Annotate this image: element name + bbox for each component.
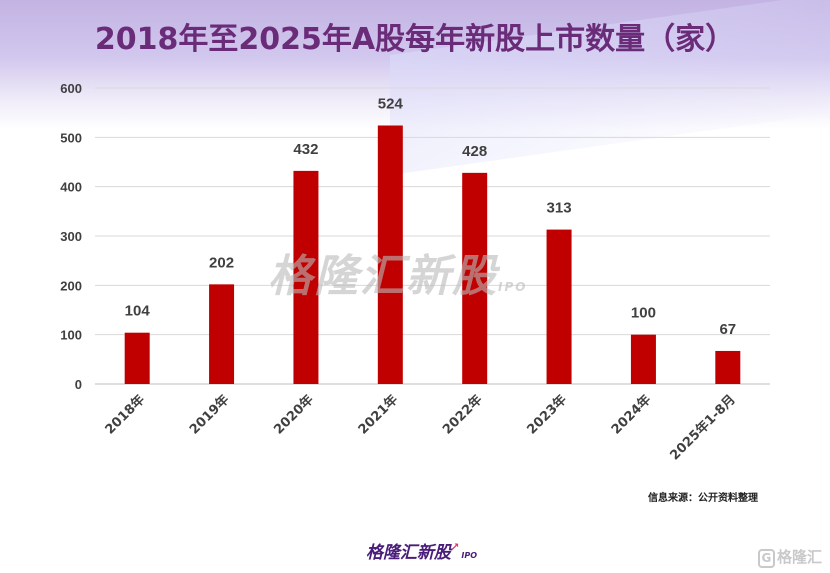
- data-label: 202: [209, 254, 234, 271]
- corner-logo-text: 格隆汇: [776, 548, 822, 566]
- x-tick-label: 2021年: [355, 392, 401, 438]
- x-tick-label: 2019年: [186, 392, 232, 438]
- y-tick-label: 200: [60, 278, 82, 293]
- corner-logo: G 格隆汇: [757, 546, 822, 568]
- y-tick-label: 400: [60, 180, 82, 195]
- bar: [293, 170, 319, 384]
- data-label: 428: [462, 143, 487, 160]
- chart-title: 2018年至2025年A股每年新股上市数量（家）: [94, 22, 736, 57]
- brand-logo: 格隆汇新股↗IPO: [366, 538, 477, 563]
- x-tick-label: 2024年: [608, 392, 654, 438]
- y-tick-label: 500: [60, 130, 82, 145]
- bar: [124, 332, 150, 384]
- data-label: 313: [547, 200, 572, 217]
- x-tick-label: 2023年: [524, 392, 570, 438]
- bar: [462, 172, 488, 384]
- source-note: 信息来源：公开资料整理: [648, 493, 758, 504]
- arrow-up-icon: ↗: [451, 542, 460, 553]
- brand-name: 格隆汇新股: [366, 543, 451, 563]
- x-tick-label: 2018年: [102, 392, 148, 438]
- data-label: 432: [293, 141, 318, 158]
- x-tick-label: 2025年1-8月: [667, 392, 739, 464]
- data-label: 67: [719, 321, 736, 338]
- bar: [546, 229, 572, 384]
- data-label: 104: [125, 303, 151, 320]
- bar: [209, 284, 235, 384]
- bar: [715, 350, 741, 384]
- bar: [630, 334, 656, 384]
- x-tick-label: 2020年: [271, 392, 317, 438]
- y-tick-label: 300: [60, 229, 82, 244]
- x-tick-label: 2022年: [439, 392, 485, 438]
- y-tick-label: 0: [75, 377, 82, 392]
- data-label: 100: [631, 305, 656, 322]
- bar: [377, 125, 403, 384]
- y-tick-label: 100: [60, 328, 82, 343]
- data-label: 524: [378, 95, 404, 112]
- g-logo-icon: G: [757, 549, 775, 568]
- brand-suffix: IPO: [461, 551, 478, 560]
- y-tick-label: 600: [60, 81, 82, 96]
